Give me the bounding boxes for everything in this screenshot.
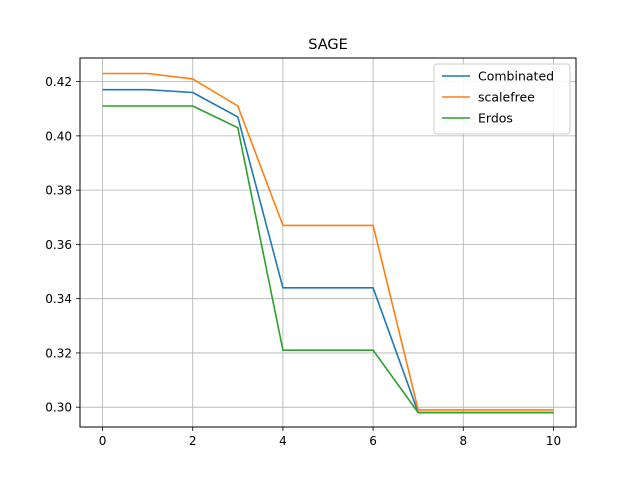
grid-lines (80, 58, 576, 427)
y-tick-label: 0.38 (45, 184, 72, 198)
x-axis: 0 2 4 6 8 10 (99, 427, 561, 448)
x-tick-label: 2 (189, 434, 197, 448)
y-tick-label: 0.40 (45, 129, 72, 143)
legend-box (433, 63, 571, 135)
x-tick-label: 6 (369, 434, 377, 448)
legend: Combinated scalefree Erdos (433, 63, 571, 135)
chart-title: SAGE (308, 37, 348, 53)
y-tick-label: 0.34 (45, 292, 72, 306)
x-tick-label: 0 (99, 434, 107, 448)
legend-label: Erdos (478, 111, 513, 126)
y-axis: 0.30 0.32 0.34 0.36 0.38 0.40 0.42 (45, 75, 80, 415)
legend-label: scalefree (478, 90, 535, 105)
series-group (102, 72, 554, 414)
x-tick-label: 4 (279, 434, 287, 448)
y-tick-label: 0.42 (45, 75, 72, 89)
series-line-erdos (102, 105, 554, 414)
x-tick-label: 8 (459, 434, 467, 448)
y-tick-label: 0.32 (45, 346, 72, 360)
legend-label: Combinated (478, 69, 554, 84)
x-tick-label: 10 (546, 434, 561, 448)
y-tick-label: 0.36 (45, 238, 72, 252)
axes-frame (79, 57, 577, 428)
y-tick-label: 0.30 (45, 401, 72, 415)
series-line-scalefree (102, 72, 554, 411)
